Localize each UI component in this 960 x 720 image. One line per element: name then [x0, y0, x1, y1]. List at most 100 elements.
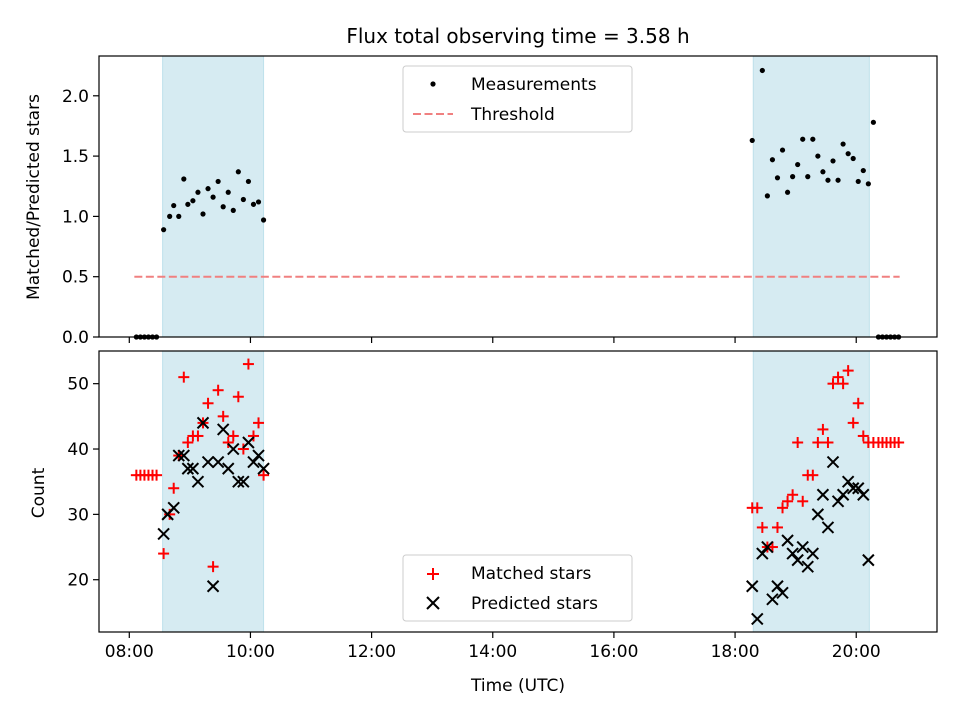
- counts-shaded-region: [752, 350, 870, 633]
- x-tick-label: 10:00: [226, 642, 275, 662]
- matched-star-point: [182, 436, 194, 448]
- measurement-point: [225, 189, 231, 195]
- matched-star-point: [777, 502, 789, 514]
- ratio-y-tick-label: 1.5: [62, 147, 89, 167]
- matched-star-point: [217, 410, 229, 422]
- matched-star-point: [207, 561, 219, 573]
- matched-star-point: [751, 502, 763, 514]
- counts-y-tick-label: 30: [67, 505, 89, 525]
- measurement-point: [245, 178, 252, 185]
- predicted-star-point: [227, 442, 240, 456]
- predicted-star-point: [781, 534, 794, 547]
- measurement-point: [774, 175, 781, 181]
- matched-star-point: [847, 417, 859, 429]
- counts-y-tick-label: 50: [67, 375, 89, 395]
- predicted-star-point: [771, 580, 784, 593]
- predicted-star-point: [186, 462, 200, 475]
- predicted-star-point: [852, 482, 865, 495]
- predicted-star-point: [157, 527, 170, 541]
- measurement-point: [185, 201, 191, 207]
- matched-star-point: [787, 489, 799, 501]
- counts-series: [130, 358, 905, 626]
- predicted-star-point: [237, 475, 250, 488]
- measurement-point: [205, 186, 211, 192]
- counts-axes-frame: [98, 350, 938, 633]
- predicted-star-point: [191, 475, 205, 488]
- predicted-star-point: [257, 462, 270, 475]
- measurement-point: [759, 67, 765, 74]
- matched-star-point: [253, 417, 265, 429]
- predicted-star-point: [816, 488, 830, 501]
- ratio-y-ticks: 0.0 0.5 1.0 1.5 2.0: [62, 87, 99, 348]
- predicted-star-point: [167, 501, 180, 515]
- ratio-y-tick-label: 0.5: [62, 268, 89, 288]
- counts-x-ticks: 08:00 10:00 12:00 14:00 16:00 18:00 20:00: [105, 632, 881, 662]
- matched-star-point: [192, 430, 204, 442]
- predicted-star-point: [831, 495, 845, 508]
- measurement-point: [795, 161, 801, 168]
- measurement-point: [865, 181, 871, 187]
- matched-star-point: [158, 548, 170, 560]
- measurement-point: [800, 136, 806, 142]
- legend-measurements-marker: [430, 81, 436, 87]
- predicted-star-point: [761, 540, 774, 554]
- legend-predicted-marker: [426, 596, 440, 610]
- measurement-point: [835, 177, 841, 183]
- ratio-legend: Measurements Threshold: [402, 65, 633, 133]
- ratio-x-ticks: [128, 337, 857, 343]
- measurement-point: [790, 174, 796, 180]
- predicted-star-point: [796, 540, 809, 554]
- legend-threshold-label: Threshold: [470, 105, 555, 125]
- measurement-point: [830, 158, 836, 164]
- predicted-star-point: [756, 547, 769, 560]
- ratio-axes-frame: [98, 55, 938, 338]
- matched-star-point: [202, 397, 214, 409]
- matched-star-point: [168, 482, 180, 494]
- counts-legend-box: [402, 554, 633, 622]
- matched-star-point: [247, 430, 259, 442]
- ratio-legend-box: [402, 65, 633, 133]
- x-tick-label: 18:00: [711, 642, 760, 662]
- matched-star-point: [212, 384, 224, 396]
- predicted-star-point: [746, 580, 759, 593]
- matched-star-point: [832, 371, 844, 383]
- matched-star-point: [842, 365, 854, 377]
- predicted-star-point: [857, 488, 870, 501]
- measurement-point: [825, 177, 831, 183]
- measurement-point: [215, 178, 221, 185]
- predicted-star-point: [242, 436, 255, 449]
- legend-predicted-label: Predicted stars: [471, 594, 598, 614]
- matched-star-point: [792, 436, 804, 448]
- predicted-star-point: [841, 475, 855, 488]
- matched-star-point: [237, 443, 249, 455]
- measurement-point: [840, 141, 846, 147]
- measurement-point: [845, 151, 851, 157]
- counts-y-tick-label: 20: [67, 571, 89, 591]
- measurement-point: [171, 202, 177, 209]
- x-tick-label: 08:00: [105, 642, 154, 662]
- matched-star-point: [151, 469, 163, 481]
- measurement-point: [749, 137, 755, 144]
- measurement-point: [255, 199, 262, 205]
- predicted-star-point: [211, 455, 225, 469]
- legend-measurements-label: Measurements: [471, 75, 597, 95]
- measurement-point: [850, 155, 856, 162]
- counts-y-ticks: 20 30 40 50: [67, 375, 99, 591]
- matched-star-point: [222, 436, 234, 448]
- matched-star-point: [227, 430, 239, 442]
- ratio-series: [133, 67, 902, 340]
- matched-star-point: [756, 521, 768, 533]
- predicted-star-point: [811, 508, 825, 521]
- legend-matched-label: Matched stars: [471, 564, 591, 584]
- predicted-star-point: [172, 449, 185, 462]
- x-tick-label: 20:00: [832, 642, 881, 662]
- measurement-point: [779, 147, 786, 153]
- predicted-star-point: [252, 449, 265, 462]
- matched-star-point: [822, 436, 834, 448]
- predicted-star-point: [846, 482, 860, 495]
- matched-star-point: [797, 495, 809, 507]
- measurement-point: [230, 207, 236, 213]
- matched-star-point: [837, 378, 849, 390]
- measurement-point: [260, 217, 267, 223]
- measurement-point: [769, 157, 776, 163]
